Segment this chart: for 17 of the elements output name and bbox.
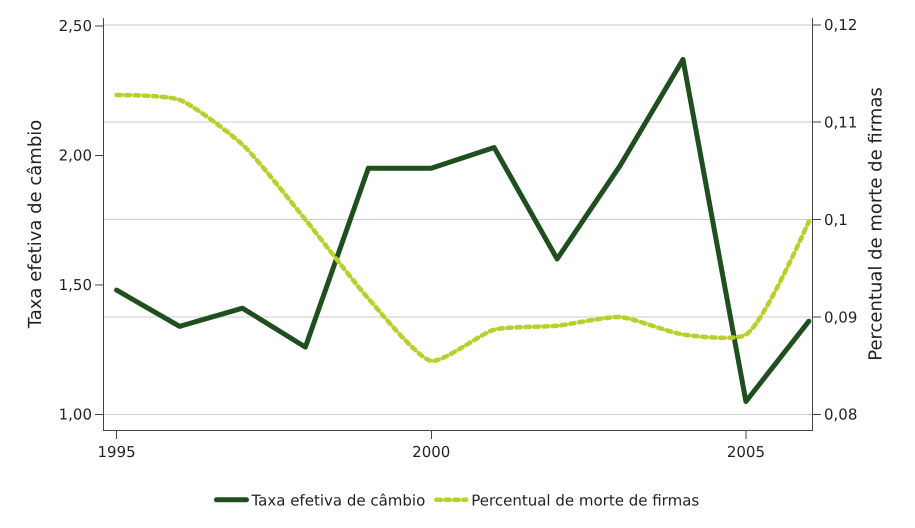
y2-axis-title: Percentual de morte de firmas (866, 87, 887, 361)
legend-label: Taxa efetiva de câmbio (250, 492, 426, 510)
y2-tick-label: 0,11 (824, 113, 858, 132)
y2-tick-label: 0,1 (824, 210, 848, 229)
y-tick-label: 1,00 (58, 406, 92, 424)
x-tick-label: 1995 (97, 443, 136, 461)
y2-tick-label: 0,09 (824, 308, 858, 326)
y-tick-label: 2,00 (58, 146, 92, 165)
y-tick-label: 1,50 (58, 276, 92, 294)
x-tick-label: 2005 (726, 443, 766, 461)
y2-tick-label: 0,08 (824, 406, 858, 424)
y-tick-label: 2,50 (58, 17, 92, 36)
line-series (114, 92, 812, 364)
y-axis-title: Taxa efetiva de câmbio (24, 120, 46, 330)
x-tick-label: 2000 (412, 443, 450, 461)
legend-label: Percentual de morte de firmas (471, 492, 700, 510)
y2-tick-label: 0,12 (824, 16, 858, 34)
